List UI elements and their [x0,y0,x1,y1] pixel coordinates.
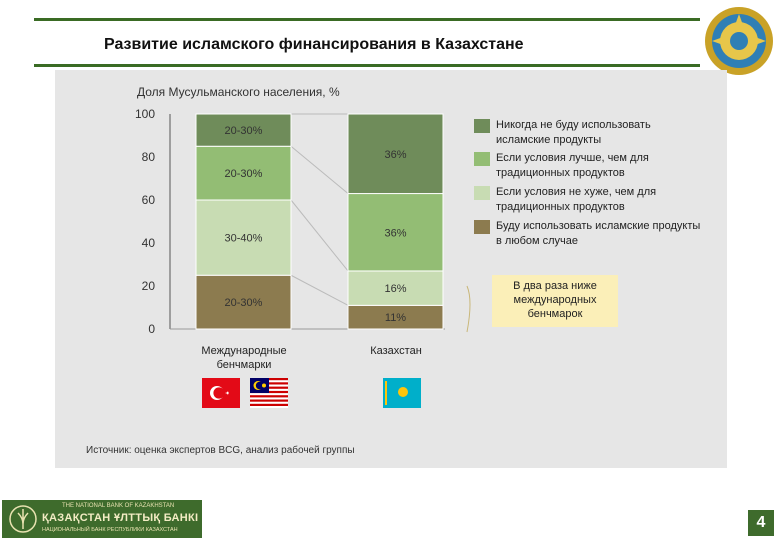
bar-data-label: 30-40% [225,233,263,245]
category-label-benchmarks: Международные бенчмарки [201,345,287,371]
connector-line [290,145,349,194]
category-label-kazakhstan: Казахстан [370,345,422,357]
national-bank-logo: THE NATIONAL BANK OF KAZAKHSTAN ҚАЗАҚСТА… [2,500,202,538]
annotation-callout: В два раза ниже международных бенчмарок [492,275,618,327]
header-line-bottom [34,64,700,67]
bar-data-label: 20-30% [225,125,263,137]
y-tick-label: 100 [135,107,155,121]
connector-line [290,199,349,272]
bar-data-label: 16% [384,283,406,295]
bar-segment [347,193,444,272]
bar-data-label: 20-30% [225,297,263,309]
bracket-line [466,285,471,333]
bar-data-label: 20-30% [225,168,263,180]
connector-line [290,274,349,306]
malaysia-flag-icon [250,378,288,408]
logo-text-russian: НАЦИОНАЛЬНЫЙ БАНК РЕСПУБЛИКИ КАЗАХСТАН [42,527,178,533]
bar-data-label: 36% [384,227,406,239]
bar-segment [347,113,444,195]
legend-label: Если условия не хуже, чем для традиционн… [496,186,657,213]
header-line-top [34,18,700,21]
y-tick-label: 40 [142,236,156,250]
page-title: Развитие исламского финансирования в Каз… [104,36,524,53]
y-axis-label: Доля Мусульманского населения, % [137,85,340,99]
legend-label: Буду использовать исламские продукты в л… [496,220,701,247]
legend-swatch [474,152,490,166]
stacked-bar-chart: Доля Мусульманского населения, % 0 20 40 60 8… [135,85,471,336]
wheat-emblem-icon [9,505,37,533]
page-number: 4 [748,510,774,536]
legend-swatch [474,220,490,234]
y-tick-label: 60 [142,193,156,207]
bar-segment [195,113,292,147]
legend-label: Никогда не буду использовать исламские п… [496,119,651,146]
logo-text-english: THE NATIONAL BANK OF KAZAKHSTAN [62,503,175,509]
legend-swatch [474,119,490,133]
bar-segment [195,145,292,201]
legend-swatch [474,186,490,200]
kazakhstan-flag-icon [383,378,421,408]
y-tick-label: 80 [142,150,156,164]
source-note: Источник: оценка экспертов BCG, анализ р… [86,445,355,456]
bar-segment [195,274,292,330]
turkey-flag-icon [202,378,240,408]
y-tick-label: 20 [142,279,156,293]
logo-text-kazakh: ҚАЗАҚСТАН ҰЛТТЫҚ БАНКІ [42,512,199,524]
legend-label: Если условия лучше, чем для традиционных… [496,152,649,179]
state-emblem-icon [705,7,773,75]
y-tick-label: 0 [148,322,155,336]
bar-data-label: 11% [385,312,406,324]
bar-data-label: 36% [384,149,406,161]
